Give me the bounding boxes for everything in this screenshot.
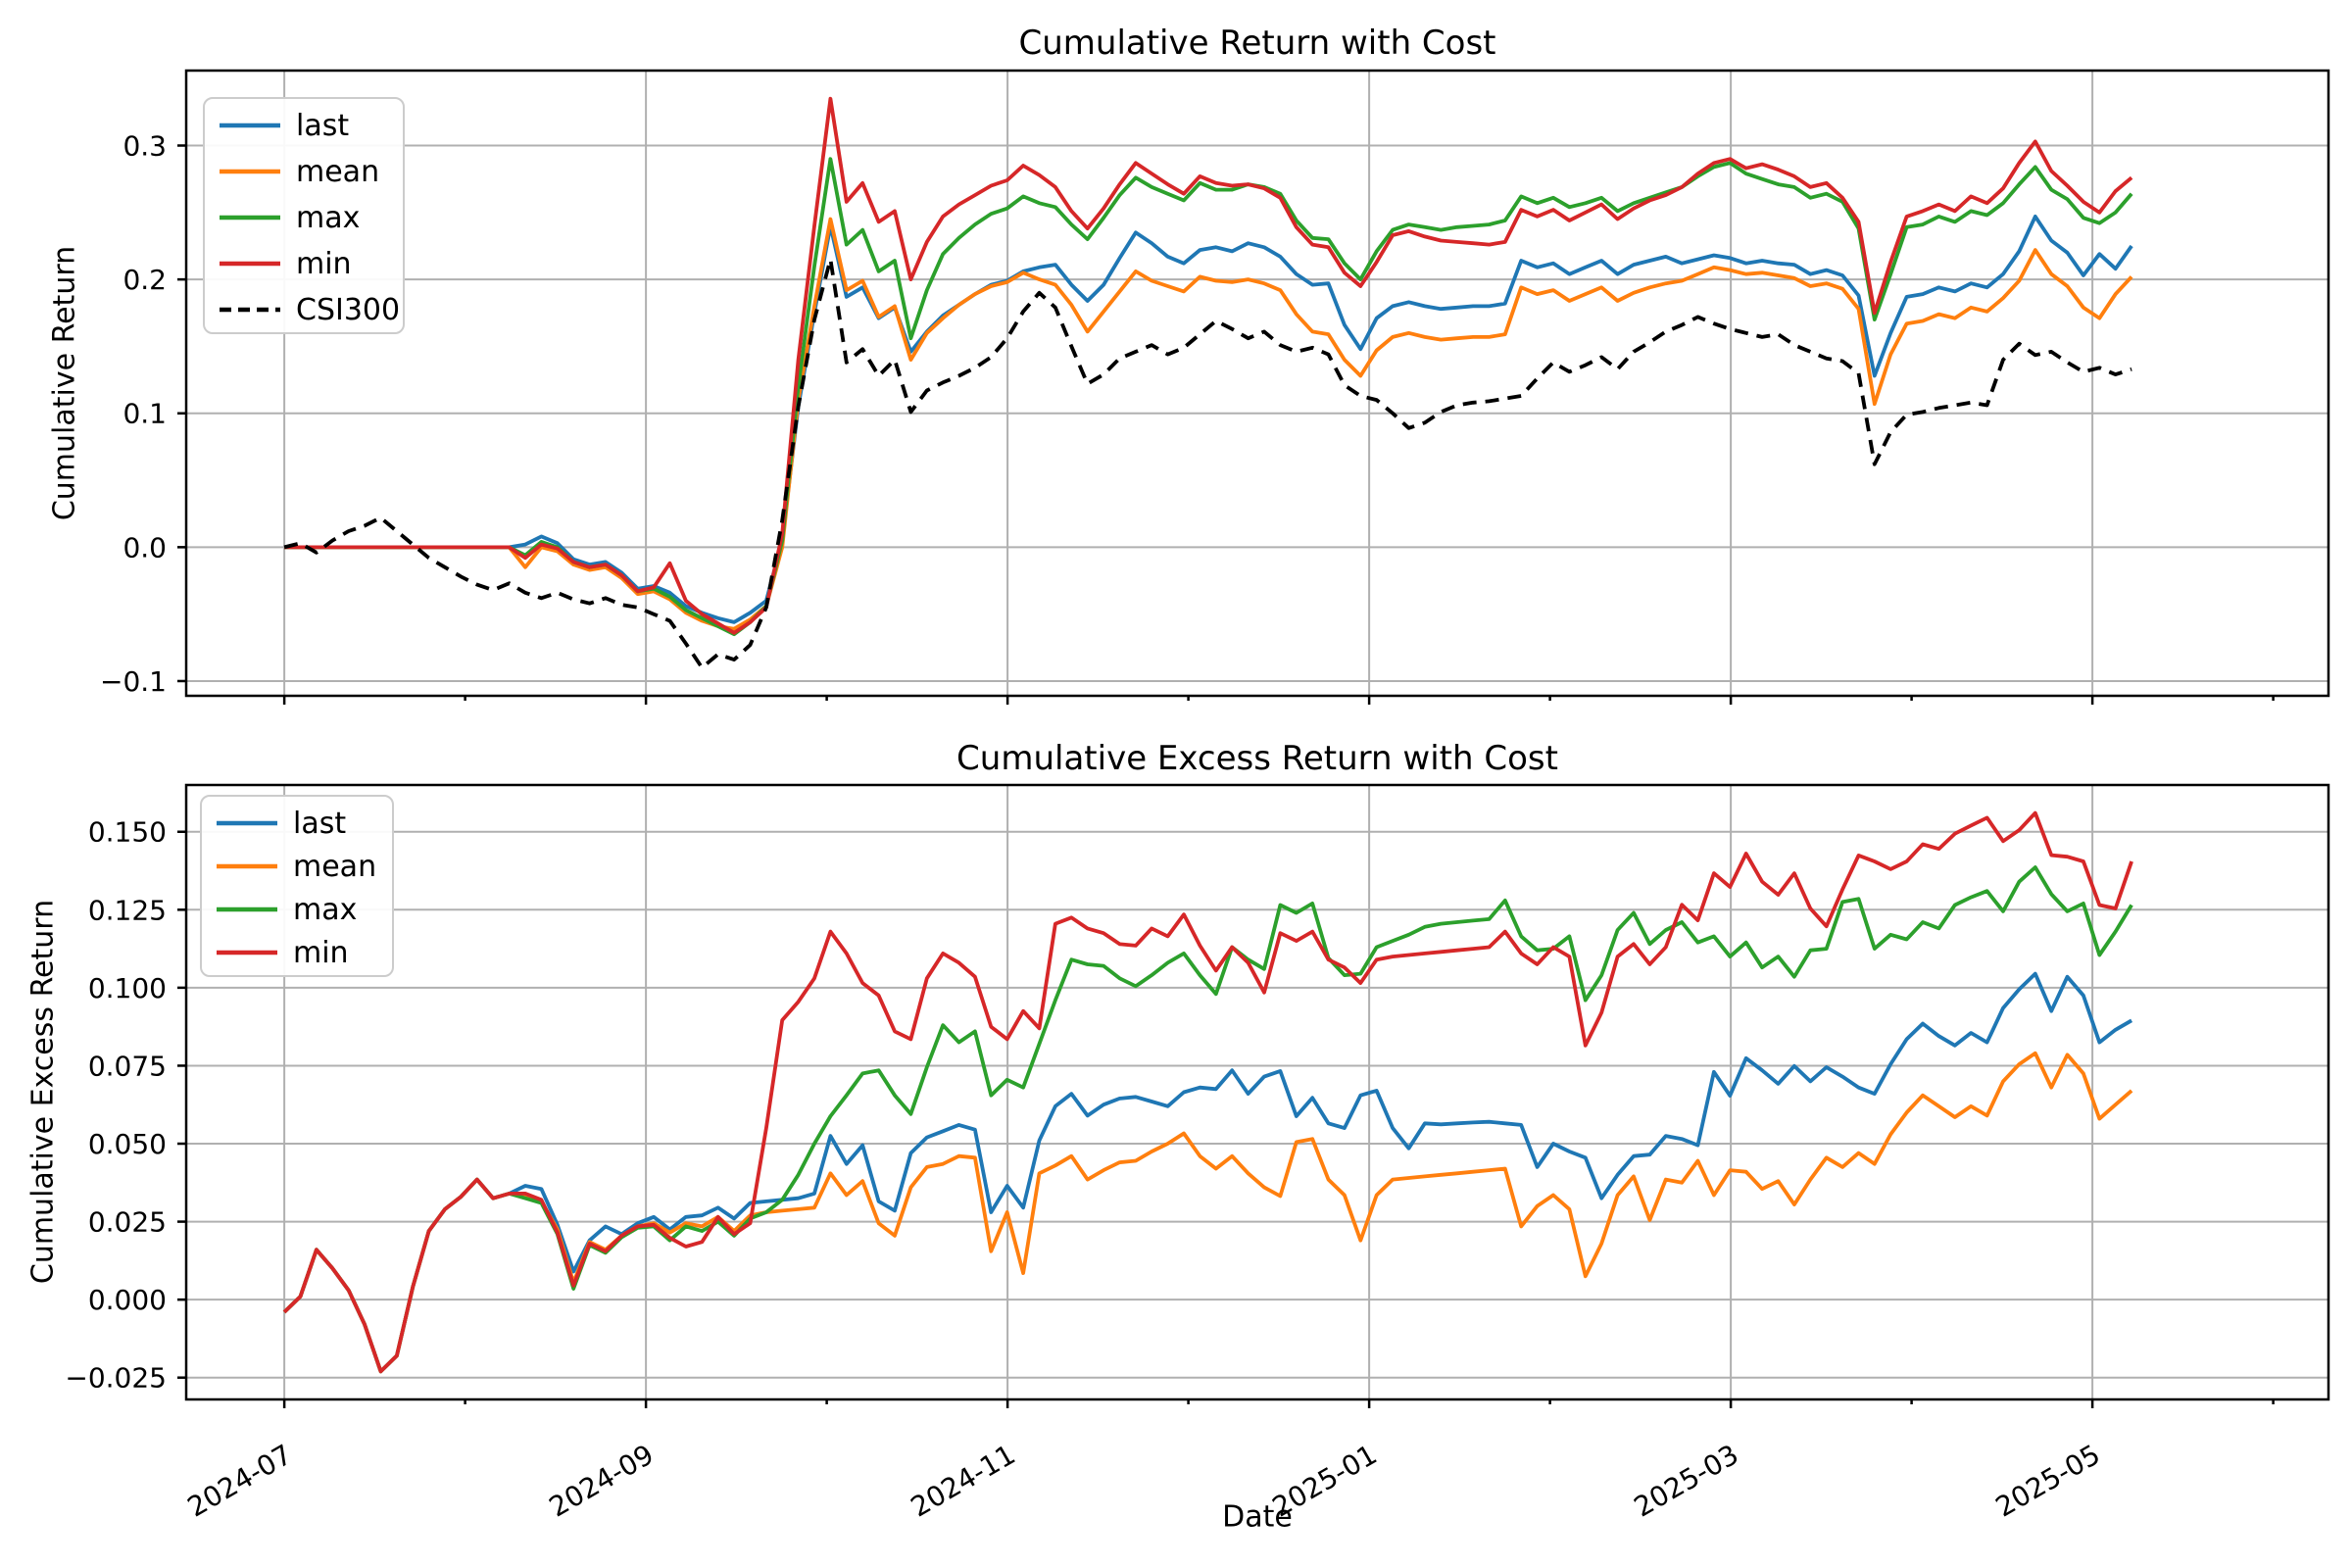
- y-tick-label: 0.150: [88, 816, 167, 849]
- y-tick-label: 0.100: [88, 972, 167, 1004]
- bottom-y-axis-label: Cumulative Excess Return: [25, 899, 61, 1285]
- gridlines: [186, 71, 2328, 696]
- series-max-line: [284, 157, 2133, 637]
- series-mean-line: [284, 217, 2133, 631]
- tick-marks: [177, 830, 2275, 1408]
- axes-frame: [184, 69, 2330, 698]
- y-tick-label: −0.025: [65, 1362, 167, 1395]
- y-tick-label: 0.125: [88, 894, 167, 926]
- tick-marks: [177, 144, 2275, 705]
- y-tick-label: 0.0: [122, 531, 167, 564]
- y-tick-label: 0.075: [88, 1050, 167, 1082]
- top-chart-title: Cumulative Return with Cost: [1018, 24, 1496, 63]
- y-tick-label: −0.1: [100, 665, 167, 698]
- series-min-line: [282, 810, 2133, 1374]
- legend-box: [203, 97, 405, 334]
- series-max-line: [282, 865, 2133, 1374]
- legend-label-mean: mean: [293, 850, 376, 884]
- y-tick-label: 0.000: [88, 1284, 167, 1316]
- x-axis-label: Date: [1222, 1499, 1293, 1535]
- x-tick-label: 2024-09: [544, 1438, 660, 1523]
- legend-box: [200, 795, 394, 977]
- top-chart: 0.3 0.2 0.1 0.0 −0.1 last mean max min CSI300: [100, 69, 2330, 705]
- bottom-chart-title: Cumulative Excess Return with Cost: [956, 739, 1558, 778]
- y-tick-label: 0.2: [122, 264, 167, 296]
- bottom-chart: 0.150 0.125 0.100 0.075 0.050 0.025 0.000 −0.02…: [65, 783, 2330, 1524]
- series-min-line: [284, 96, 2133, 635]
- legend-label-min: min: [293, 936, 349, 970]
- series-mean-line: [282, 1051, 2133, 1374]
- y-tick-label: 0.025: [88, 1206, 167, 1239]
- legend-label-last: last: [293, 807, 346, 841]
- x-tick-label: 2025-03: [1629, 1438, 1744, 1523]
- series-last-line: [282, 971, 2133, 1374]
- y-tick-label: 0.050: [88, 1128, 167, 1160]
- gridlines: [186, 785, 2328, 1399]
- series-CSI300-line: [283, 257, 2132, 670]
- x-tick-label: 2024-07: [182, 1438, 298, 1523]
- legend-label-last: last: [296, 109, 349, 143]
- x-tick-label: 2024-11: [906, 1438, 1021, 1523]
- y-tick-label: 0.3: [122, 130, 167, 163]
- legend: last mean max min: [200, 795, 394, 977]
- legend-label-mean: mean: [296, 155, 379, 189]
- axes-frame: [184, 783, 2330, 1401]
- x-tick-label: 2025-05: [1990, 1438, 2106, 1523]
- legend-label-max: max: [296, 201, 360, 235]
- legend-label-CSI300: CSI300: [296, 293, 400, 327]
- top-y-axis-label: Cumulative Return: [47, 245, 82, 521]
- legend: last mean max min CSI300: [203, 97, 405, 334]
- legend-label-max: max: [293, 893, 357, 927]
- y-tick-label: 0.1: [122, 398, 167, 430]
- series-last-line: [284, 214, 2133, 624]
- legend-label-min: min: [296, 247, 352, 281]
